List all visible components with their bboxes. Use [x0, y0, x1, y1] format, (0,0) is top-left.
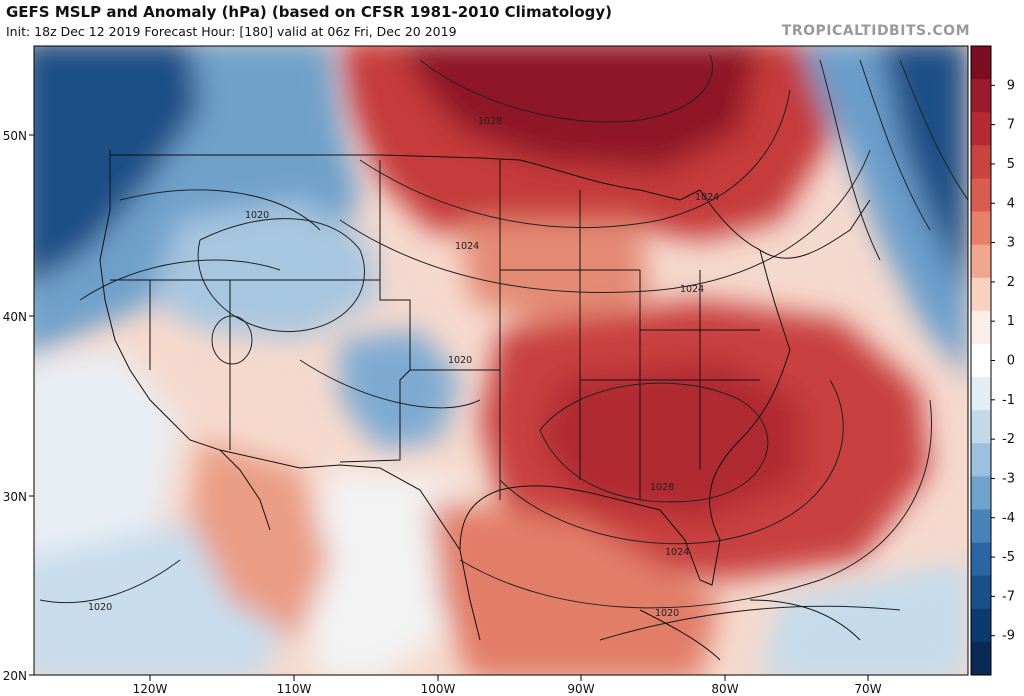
isobar-label: 1024 [665, 547, 689, 558]
colorbar-swatch [971, 112, 991, 146]
colorbar-labels: 9 7 5 4 3 2 1 0 -1 -2 -3 -4 -5 -7 -9 [991, 78, 1015, 644]
lon-label: 90W [567, 682, 594, 696]
colorbar-swatch [971, 377, 991, 411]
lat-label: 30N [3, 490, 27, 504]
colorbar-label: 3 [1007, 236, 1015, 251]
colorbar-label: -5 [1002, 550, 1015, 565]
colorbar-swatch [971, 244, 991, 279]
colorbar-label: 0 [1007, 354, 1015, 369]
colorbar-swatch [971, 509, 991, 544]
colorbar-label: -7 [1002, 589, 1015, 604]
colorbar-label: 5 [1007, 157, 1015, 172]
longitude-axis: 120W 110W 100W 90W 80W 70W [133, 675, 882, 696]
lat-label: 20N [3, 669, 27, 683]
coastlines-borders [99, 150, 871, 661]
isobar-contours [39, 54, 968, 641]
lat-label: 50N [3, 129, 27, 143]
colorbar-swatches [971, 46, 991, 676]
colorbar-swatch [971, 79, 991, 113]
colorbar-label: 1 [1007, 314, 1015, 329]
isobar-labels: 1028 1024 1020 1020 1024 1024 1028 1024 … [88, 116, 719, 619]
isobar-label: 1024 [695, 192, 719, 203]
colorbar-swatch [971, 608, 991, 643]
colorbar: 9 7 5 4 3 2 1 0 -1 -2 -3 -4 -5 -7 -9 [970, 45, 1015, 676]
colorbar-swatch [971, 178, 991, 213]
colorbar-swatch [971, 145, 991, 179]
colorbar-label: 7 [1007, 118, 1015, 133]
isobar-label: 1028 [650, 482, 674, 493]
lon-label: 110W [277, 682, 312, 696]
anomaly-field [34, 46, 968, 675]
colorbar-swatch [971, 310, 991, 345]
map-frame [33, 45, 969, 676]
isobar-label: 1024 [455, 241, 479, 252]
colorbar-label: -1 [1002, 393, 1015, 408]
colorbar-swatch [971, 443, 991, 477]
map-title: GEFS MSLP and Anomaly (hPa) (based on CF… [6, 3, 612, 21]
colorbar-label: -3 [1002, 471, 1015, 486]
colorbar-swatch [971, 476, 991, 510]
colorbar-swatch [971, 575, 991, 610]
colorbar-swatch [971, 410, 991, 444]
colorbar-label: -4 [1002, 511, 1015, 526]
isobar-label: 1024 [680, 284, 704, 295]
map-subtitle: Init: 18z Dec 12 2019 Forecast Hour: [18… [6, 24, 457, 39]
lon-label: 100W [421, 682, 456, 696]
colorbar-label: 4 [1007, 196, 1015, 211]
lon-label: 120W [133, 682, 168, 696]
isobar-label: 1020 [448, 355, 472, 366]
colorbar-swatch [971, 542, 991, 577]
latitude-axis: 50N 40N 30N 20N [3, 129, 34, 683]
colorbar-swatch [971, 277, 991, 312]
colorbar-label: -2 [1002, 432, 1015, 447]
isobar-label: 1020 [655, 608, 679, 619]
header: GEFS MSLP and Anomaly (hPa) (based on CF… [0, 0, 1024, 44]
isobar-label: 1020 [88, 602, 112, 613]
colorbar-label: 9 [1007, 78, 1015, 93]
colorbar-label: -9 [1002, 629, 1015, 644]
colorbar-swatch [971, 211, 991, 246]
colorbar-swatch [971, 46, 991, 80]
colorbar-swatch [971, 343, 991, 378]
lat-label: 40N [3, 310, 27, 324]
lon-label: 80W [711, 682, 738, 696]
credit-label: TROPICALTIDBITS.COM [781, 23, 970, 39]
isobar-label: 1020 [245, 210, 269, 221]
colorbar-swatch [971, 641, 991, 676]
isobar-label: 1028 [478, 116, 502, 127]
colorbar-label: 2 [1007, 275, 1015, 290]
lon-label: 70W [854, 682, 881, 696]
